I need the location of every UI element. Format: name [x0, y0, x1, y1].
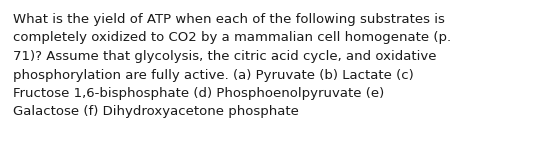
- Text: What is the yield of ATP when each of the following substrates is
completely oxi: What is the yield of ATP when each of th…: [13, 13, 451, 119]
